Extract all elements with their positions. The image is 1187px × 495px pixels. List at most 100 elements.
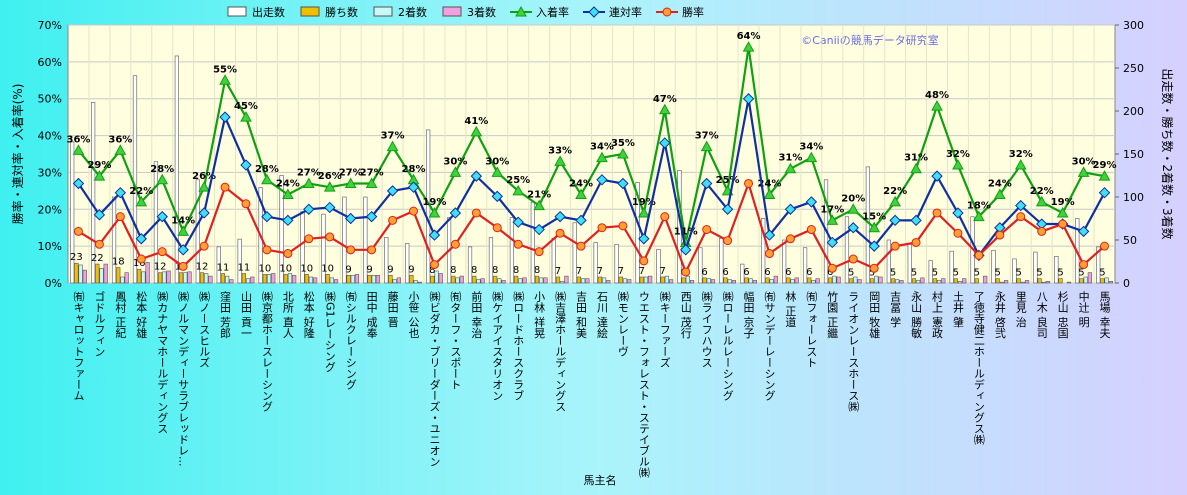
x-tick-label: ㈱キーファーズ [658, 291, 671, 368]
bar [911, 278, 917, 284]
line-marker [136, 254, 146, 264]
bar [434, 270, 439, 284]
x-tick-label: 永山 勝敏 [910, 290, 923, 339]
bar [656, 249, 661, 284]
line-marker [135, 195, 148, 207]
line-marker [114, 186, 127, 199]
data-label: 7 [597, 266, 603, 277]
data-label: 19% [1051, 197, 1075, 208]
data-label: 10 [258, 263, 271, 274]
bar [283, 274, 288, 284]
data-label: 5 [953, 268, 959, 279]
bar [1087, 272, 1092, 284]
bar [514, 275, 519, 284]
line [77, 46, 1105, 243]
bar [974, 278, 979, 284]
x-tick-label: ㈲シルクレーシング [344, 291, 357, 390]
line-marker [576, 241, 586, 251]
line-marker [178, 261, 188, 271]
bar [601, 277, 607, 284]
bar [844, 216, 850, 284]
bar [949, 250, 954, 284]
bar [689, 280, 695, 284]
bar [702, 277, 707, 284]
y2-tick-label: 200 [1123, 105, 1144, 118]
line-marker [1058, 219, 1068, 229]
bar [878, 276, 883, 284]
x-tick-label: 林 正道 [784, 290, 797, 328]
bar [199, 272, 205, 284]
bar [593, 242, 598, 284]
bar [333, 279, 339, 284]
bar [937, 280, 942, 284]
line-marker [324, 201, 336, 214]
bar [363, 196, 368, 284]
line-marker [847, 203, 860, 214]
bar [111, 196, 117, 284]
data-label: 5 [911, 268, 917, 279]
line-marker [638, 233, 650, 245]
bar [890, 278, 896, 284]
bar [271, 273, 276, 284]
bar [1024, 280, 1030, 284]
line-marker [367, 245, 377, 255]
line-marker [262, 245, 272, 255]
bar [1104, 277, 1109, 284]
bar [313, 277, 318, 284]
data-label: 5 [1099, 268, 1105, 279]
line-marker [219, 111, 231, 123]
x-tick-label: 小林 祥晃 [533, 291, 546, 339]
bar [438, 273, 443, 284]
line-marker [848, 254, 858, 264]
data-label: 23 [70, 252, 83, 263]
data-label: 22% [1030, 186, 1054, 197]
bar [1004, 280, 1009, 284]
bar [342, 196, 347, 284]
line-marker [156, 173, 169, 185]
x-tick-label: ㈲フォーレスト [805, 291, 818, 368]
data-label: 27% [360, 167, 384, 178]
legend-marker [662, 7, 672, 17]
line-marker [868, 240, 880, 252]
line-marker [868, 221, 881, 233]
data-label: 28% [402, 164, 426, 175]
bar [145, 262, 150, 284]
line-marker [639, 256, 649, 266]
data-label: 6 [806, 267, 812, 278]
line-marker [827, 263, 837, 273]
line-marker [492, 223, 502, 233]
data-label: 10 [321, 263, 334, 274]
line-marker [346, 245, 356, 255]
x-tick-label: ㈲キャロットファーム [72, 291, 85, 401]
bar [648, 275, 653, 284]
bar [467, 246, 473, 284]
data-label: 5 [1057, 268, 1063, 279]
line-marker [219, 74, 231, 85]
legend-marker [588, 6, 600, 18]
x-tick-label: 鳳村 正紀 [114, 291, 127, 339]
line-marker [157, 247, 167, 257]
bar [815, 278, 820, 284]
x-tick-label: 了徳寺健二ホールディングス㈱ [972, 291, 985, 445]
bar [710, 279, 716, 284]
data-label: 19% [632, 197, 656, 208]
line-marker [323, 181, 336, 192]
data-label: 27% [339, 167, 363, 178]
data-label: 22% [129, 186, 153, 197]
data-label: 11 [217, 263, 230, 274]
line-marker [533, 223, 545, 236]
bar [731, 280, 737, 284]
line-marker [471, 208, 481, 218]
bar [204, 273, 209, 284]
line-marker [659, 137, 671, 149]
bar [811, 280, 816, 284]
y-tick-label: 0% [45, 277, 62, 290]
bar [857, 279, 862, 284]
bar [723, 277, 728, 284]
line-marker [826, 236, 839, 249]
bar [518, 278, 523, 284]
bar [916, 280, 921, 284]
bar [229, 279, 234, 284]
bar [354, 274, 360, 284]
line-marker [302, 177, 315, 188]
